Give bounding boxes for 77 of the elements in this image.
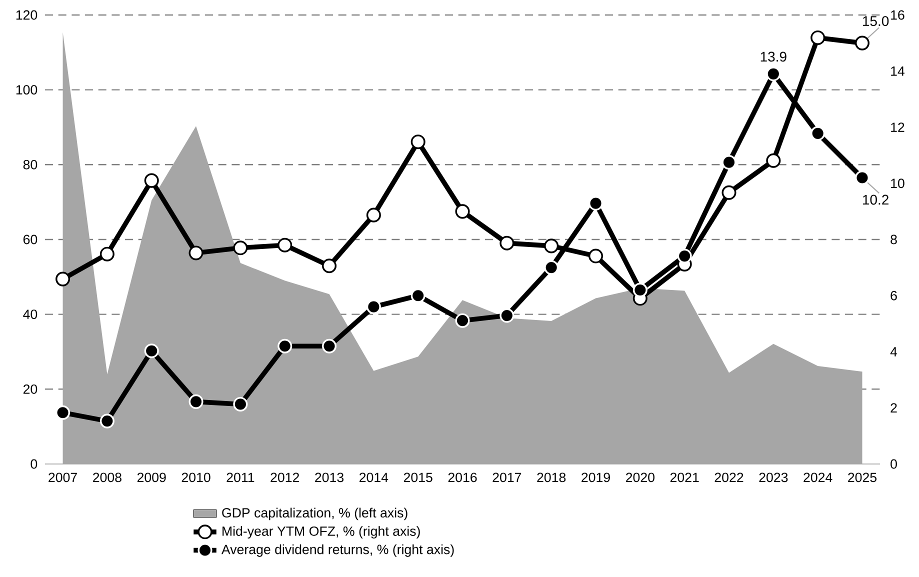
y2-tick-label: 2 xyxy=(890,403,897,413)
y2-tick-label: 8 xyxy=(890,234,897,244)
point xyxy=(632,282,648,298)
point xyxy=(677,248,692,264)
legend-label: Average dividend returns, % (right axis) xyxy=(221,544,454,557)
y2-tick-label: 14 xyxy=(891,66,904,76)
x-tick-label: 2023 xyxy=(759,472,788,482)
point xyxy=(766,153,781,168)
x-tick-label: 2017 xyxy=(492,472,522,482)
point xyxy=(854,36,870,50)
point xyxy=(544,260,559,275)
point xyxy=(322,258,337,274)
point xyxy=(500,236,514,250)
y-tick-label: 120 xyxy=(16,10,38,20)
data-label: 13.9 xyxy=(760,52,786,62)
y2-tick-label: 6 xyxy=(890,290,897,300)
point xyxy=(810,30,826,45)
point xyxy=(278,238,292,252)
point xyxy=(766,66,781,82)
y2-tick-label: 10 xyxy=(891,178,904,188)
point xyxy=(144,173,159,188)
x-tick-label: 2007 xyxy=(48,472,77,482)
x-tick-label: 2015 xyxy=(404,472,432,482)
x-tick-label: 2012 xyxy=(270,472,300,482)
point xyxy=(233,396,248,412)
point xyxy=(278,338,292,354)
point xyxy=(810,126,826,141)
x-tick-label: 2019 xyxy=(582,472,610,482)
legend-label: GDP capitalization, % (left axis) xyxy=(222,508,408,520)
point xyxy=(588,196,604,211)
y-tick-label: 20 xyxy=(23,384,38,394)
point xyxy=(366,208,381,222)
point xyxy=(544,238,559,254)
x-tick-label: 2009 xyxy=(137,472,166,482)
y-tick-label: 0 xyxy=(30,459,38,469)
point xyxy=(410,288,426,303)
x-tick-label: 2024 xyxy=(804,472,832,482)
point xyxy=(854,170,870,186)
point xyxy=(366,300,381,314)
x-tick-label: 2018 xyxy=(537,472,566,482)
x-tick-label: 2011 xyxy=(226,472,254,482)
point xyxy=(455,313,470,328)
x-tick-label: 2021 xyxy=(670,472,699,482)
y2-tick-label: 16 xyxy=(891,10,904,20)
x-tick-label: 2008 xyxy=(93,472,122,482)
y2-tick-label: 4 xyxy=(890,347,898,356)
x-tick-label: 2014 xyxy=(360,472,388,482)
y-tick-label: 100 xyxy=(16,85,38,95)
x-tick-label: 2025 xyxy=(848,472,877,482)
y-tick-label: 80 xyxy=(23,160,38,170)
x-tick-label: 2020 xyxy=(626,472,654,482)
point xyxy=(500,308,514,323)
point xyxy=(588,248,604,264)
data-label: 15.0 xyxy=(863,16,889,26)
data-label: 10.2 xyxy=(863,194,888,205)
point xyxy=(144,344,159,358)
legend-label: Mid-year YTM OFZ, % (right axis) xyxy=(222,526,420,539)
x-tick-label: 2013 xyxy=(315,472,344,482)
point xyxy=(722,185,736,200)
point xyxy=(188,246,204,260)
point xyxy=(410,134,426,150)
y-tick-label: 60 xyxy=(23,234,38,244)
x-tick-label: 2016 xyxy=(448,472,477,482)
x-tick-label: 2022 xyxy=(714,472,744,482)
point xyxy=(322,338,337,354)
point xyxy=(56,272,70,286)
point xyxy=(722,155,736,170)
y-tick-label: 40 xyxy=(23,310,38,320)
point xyxy=(100,414,114,428)
x-tick-label: 2010 xyxy=(182,472,210,482)
point xyxy=(100,246,114,262)
point xyxy=(56,405,70,420)
point xyxy=(233,240,248,256)
y2-tick-label: 0 xyxy=(890,459,897,469)
point xyxy=(188,394,204,409)
point xyxy=(455,204,470,219)
y2-tick-label: 12 xyxy=(891,122,904,132)
